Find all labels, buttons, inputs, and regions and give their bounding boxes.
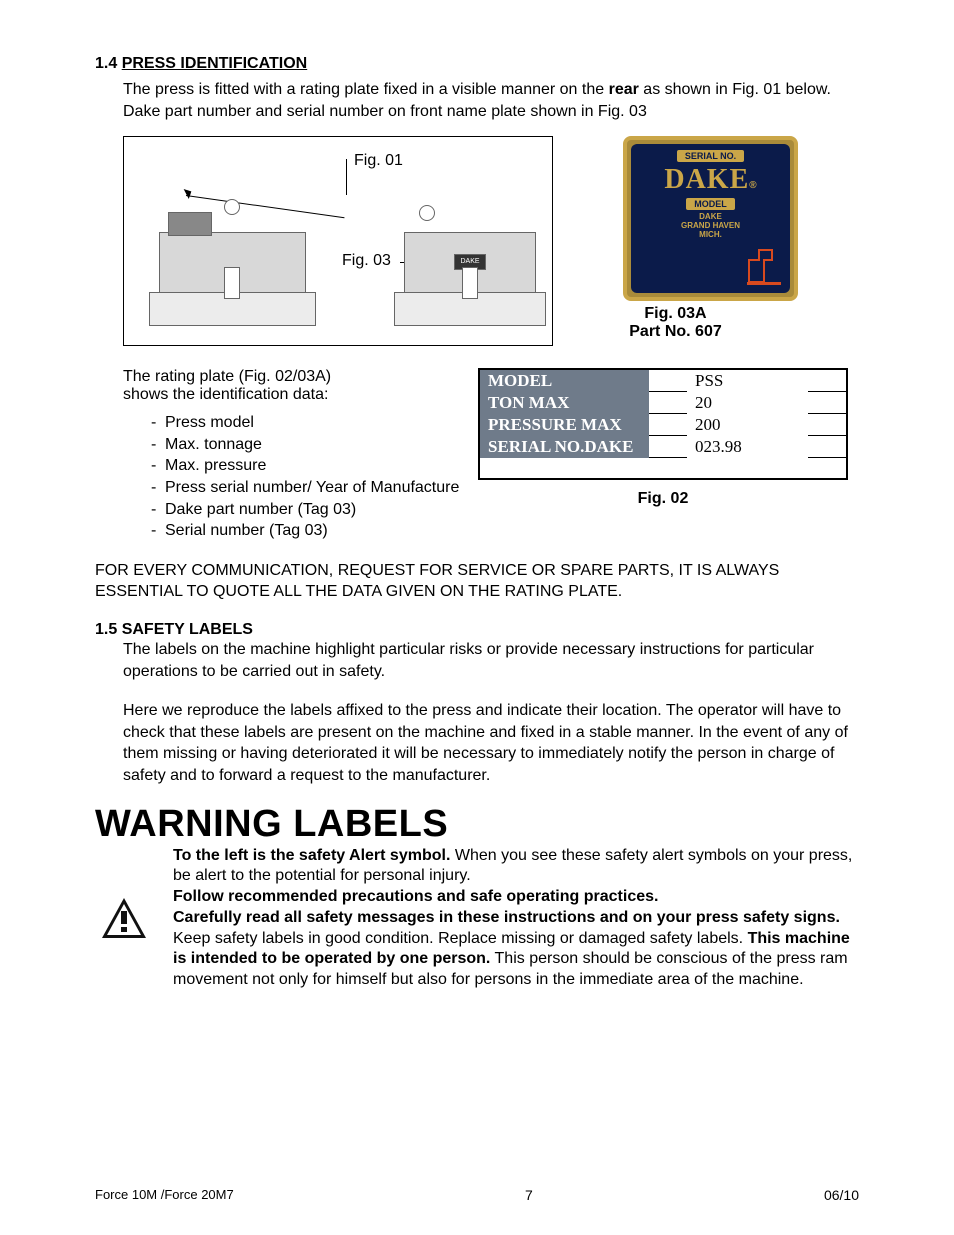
separator-cell <box>808 392 846 414</box>
separator-cell <box>808 414 846 436</box>
section-1-5-para1: The labels on the machine highlight part… <box>123 639 859 682</box>
tag-inner: SERIAL NO. DAKE ® MODEL DAKE GRAND HAVEN… <box>631 144 790 293</box>
warn-b1: To the left is the safety Alert symbol. <box>173 847 450 864</box>
rating-value: 200 <box>687 414 808 436</box>
list-item: Serial number (Tag 03) <box>151 520 468 542</box>
spacer-cell <box>480 458 846 478</box>
fig03a-block: SERIAL NO. DAKE ® MODEL DAKE GRAND HAVEN… <box>553 136 798 346</box>
id-data-list: Press model Max. tonnage Max. pressure P… <box>123 412 468 542</box>
fig03a-line2: Part No. 607 <box>629 323 721 340</box>
two-column-block: The rating plate (Fig. 02/03A) shows the… <box>123 368 859 542</box>
table-row: PRESSURE MAX 200 <box>480 414 846 436</box>
section-1-5-title: SAFETY LABELS <box>122 621 253 638</box>
section-1-4-title: PRESS IDENTIFICATION <box>122 55 308 72</box>
tag-model-strip: MODEL <box>686 198 735 210</box>
rating-plate-table: MODEL PSS TON MAX 20 PRESSURE MAX 200 <box>478 368 848 480</box>
warn-t3: Keep safety labels in good condition. Re… <box>173 930 748 947</box>
tag-sub1: DAKE <box>699 212 722 221</box>
rating-plate-right: MODEL PSS TON MAX 20 PRESSURE MAX 200 <box>478 368 848 542</box>
press-icon <box>744 242 784 287</box>
fig01-label: Fig. 01 <box>354 152 403 170</box>
para-bold: rear <box>609 81 639 98</box>
rating-label: MODEL <box>480 370 649 392</box>
press-shape <box>419 205 435 221</box>
list-item: Press model <box>151 412 468 434</box>
id-intro: The rating plate (Fig. 02/03A) shows the… <box>123 368 468 404</box>
warn-b2: Follow recommended precautions and safe … <box>173 888 658 905</box>
page-footer: Force 10M /Force 20M7 7 06/10 <box>95 1187 859 1203</box>
table-row: MODEL PSS <box>480 370 846 392</box>
table-row: SERIAL NO.DAKE 023.98 <box>480 436 846 458</box>
section-1-4-para: The press is fitted with a rating plate … <box>123 79 859 122</box>
quote-plate-notice: FOR EVERY COMMUNICATION, REQUEST FOR SER… <box>95 560 859 603</box>
warning-labels-heading: WARNING LABELS <box>95 803 859 846</box>
tag-sub2: GRAND HAVEN <box>681 221 740 230</box>
warn-b3: Carefully read all safety messages in th… <box>173 909 840 926</box>
id-intro-l1: The rating plate (Fig. 02/03A) <box>123 368 331 385</box>
leader-line <box>346 159 347 195</box>
rating-label: PRESSURE MAX <box>480 414 649 436</box>
rating-value: 20 <box>687 392 808 414</box>
para-pre: The press is fitted with a rating plate … <box>123 81 609 98</box>
press-diagram: Fig. 01 Fig. 03 DAKE <box>123 136 553 346</box>
footer-left: Force 10M /Force 20M7 <box>95 1187 234 1203</box>
figure-row: Fig. 01 Fig. 03 DAKE SERIAL NO. <box>123 136 859 346</box>
warning-text: To the left is the safety Alert symbol. … <box>153 846 859 992</box>
tag-serial-strip: SERIAL NO. <box>677 150 744 162</box>
footer-page-number: 7 <box>525 1187 533 1203</box>
footer-right: 06/10 <box>824 1187 859 1203</box>
list-item: Max. tonnage <box>151 434 468 456</box>
id-data-left: The rating plate (Fig. 02/03A) shows the… <box>123 368 468 542</box>
fig03a-caption: Fig. 03A Part No. 607 <box>553 305 798 341</box>
tag-sub3: MICH. <box>699 230 722 239</box>
section-1-4-heading: 1.4 PRESS IDENTIFICATION <box>95 55 859 73</box>
dake-tag-illustration: SERIAL NO. DAKE ® MODEL DAKE GRAND HAVEN… <box>623 136 798 301</box>
press-shape <box>462 267 478 299</box>
id-intro-l2: shows the identification data: <box>123 386 328 403</box>
list-item: Dake part number (Tag 03) <box>151 499 468 521</box>
section-1-4-number: 1.4 <box>95 55 117 73</box>
table-row <box>480 458 846 478</box>
warning-block: To the left is the safety Alert symbol. … <box>95 846 859 992</box>
fig03-label: Fig. 03 <box>342 252 391 270</box>
separator-cell <box>649 370 687 392</box>
list-item: Press serial number/ Year of Manufacture <box>151 477 468 499</box>
rating-value: 023.98 <box>687 436 808 458</box>
separator-cell <box>808 436 846 458</box>
press-shape <box>168 212 212 236</box>
alert-icon <box>95 846 153 992</box>
section-1-5-heading: 1.5 SAFETY LABELS <box>95 621 859 639</box>
list-item: Max. pressure <box>151 455 468 477</box>
rating-label: SERIAL NO.DAKE <box>480 436 649 458</box>
separator-cell <box>649 414 687 436</box>
rating-label: TON MAX <box>480 392 649 414</box>
separator-cell <box>649 392 687 414</box>
press-shape <box>224 199 240 215</box>
separator-cell <box>649 436 687 458</box>
press-shape <box>224 267 240 299</box>
fig03a-line1: Fig. 03A <box>644 305 706 322</box>
section-1-5-para2: Here we reproduce the labels affixed to … <box>123 700 859 786</box>
tag-reg: ® <box>749 180 756 191</box>
fig02-caption: Fig. 02 <box>478 490 848 508</box>
tag-logo: DAKE <box>664 164 749 196</box>
rating-value: PSS <box>687 370 808 392</box>
separator-cell <box>808 370 846 392</box>
table-row: TON MAX 20 <box>480 392 846 414</box>
section-1-5-number: 1.5 <box>95 621 117 638</box>
document-page: 1.4 PRESS IDENTIFICATION The press is fi… <box>0 0 954 1235</box>
